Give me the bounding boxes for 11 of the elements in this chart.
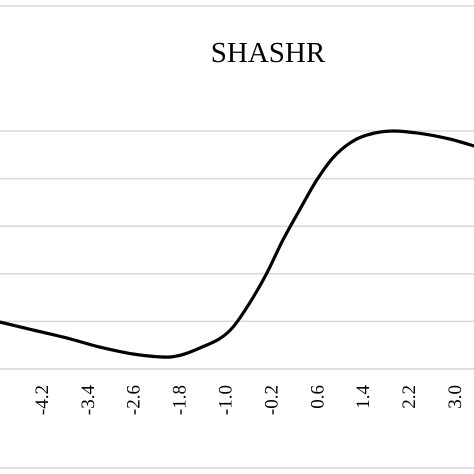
x-tick-label: 0.6: [307, 385, 328, 409]
x-tick-label: -2.6: [124, 385, 145, 416]
x-tick-label: -1.0: [216, 385, 237, 416]
x-tick-label: 2.2: [399, 385, 420, 409]
x-tick-label: 1.4: [353, 384, 374, 409]
x-tick-label: 3.0: [445, 385, 466, 409]
x-tick-label: -3.4: [78, 384, 99, 416]
chart-title: SHASHR: [210, 37, 326, 69]
x-tick-label: -4.2: [32, 385, 53, 416]
x-tick-label: -0.2: [261, 385, 282, 416]
x-tick-label: -1.8: [170, 385, 191, 416]
